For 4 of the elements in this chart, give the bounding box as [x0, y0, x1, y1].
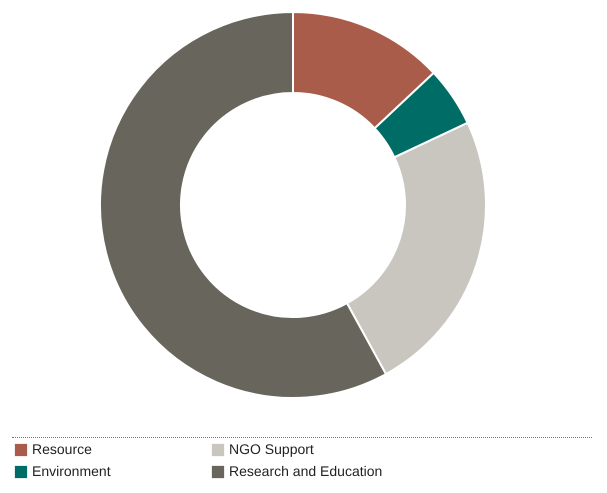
- legend-label: Resource: [32, 441, 92, 457]
- legend-label: Environment: [32, 463, 111, 479]
- legend-label: NGO Support: [229, 441, 314, 457]
- legend-label: Research and Education: [229, 463, 382, 479]
